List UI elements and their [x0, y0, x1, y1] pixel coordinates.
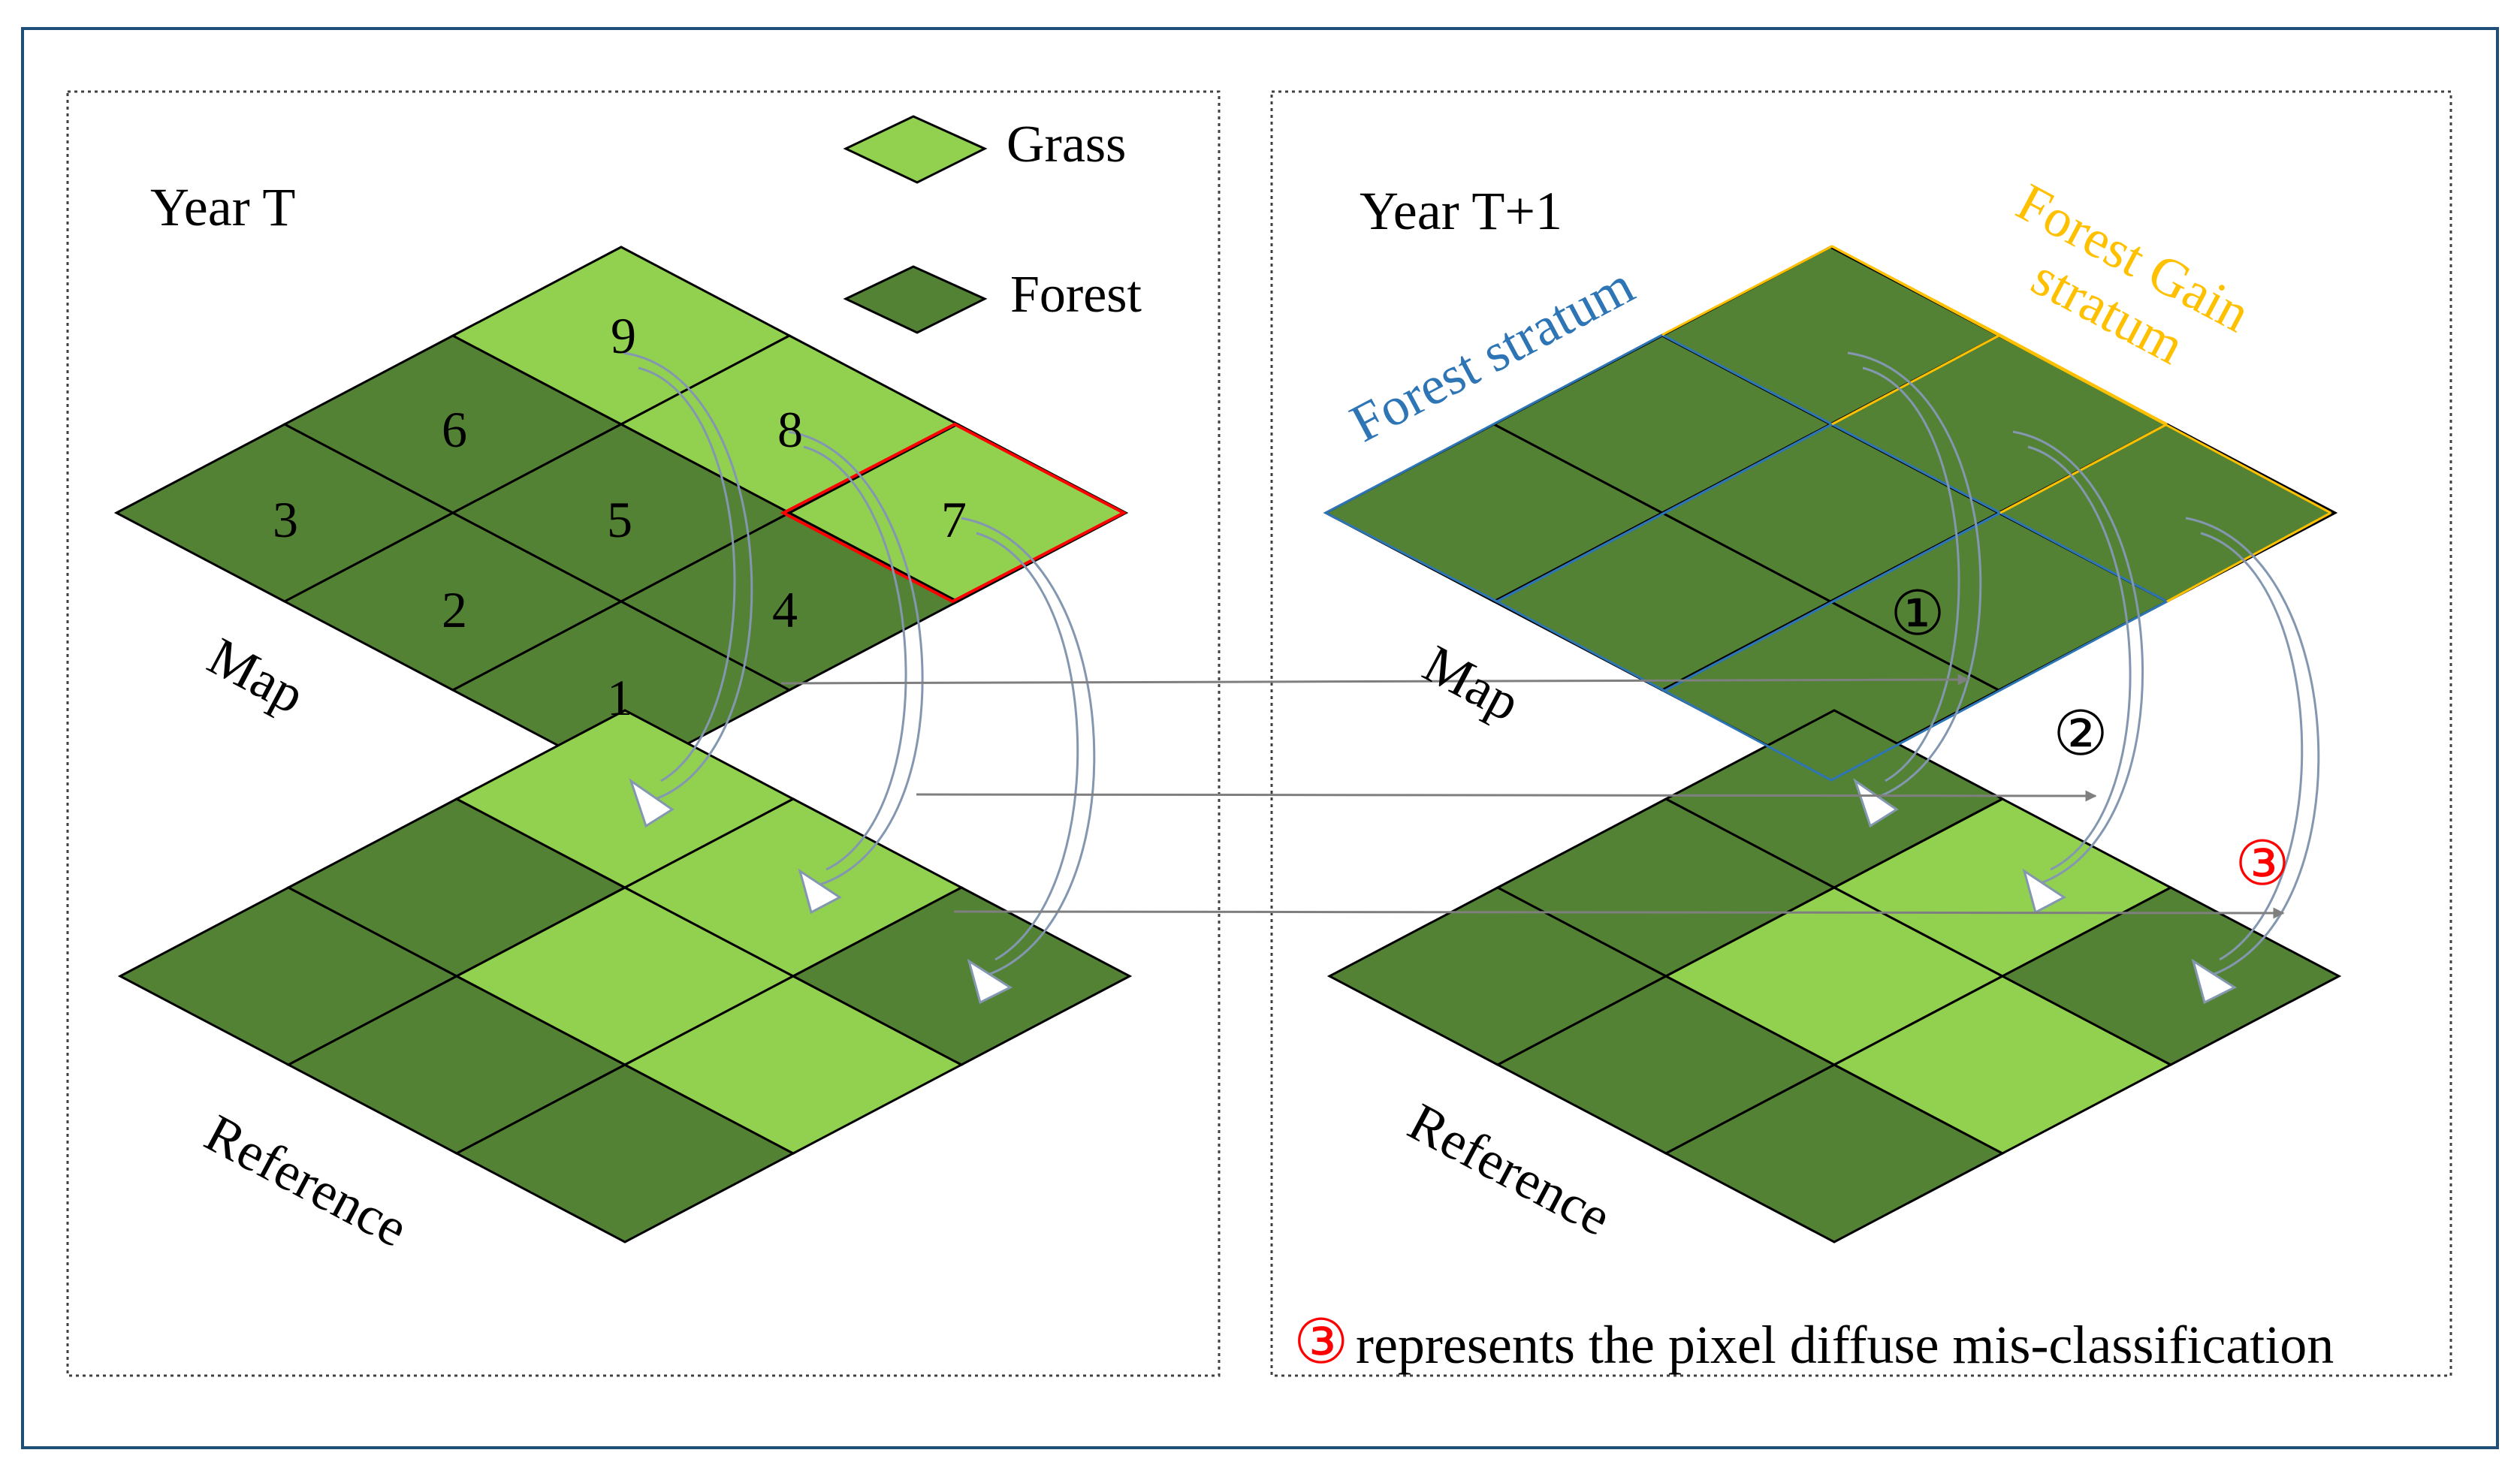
- left-map-grid: [113, 246, 1129, 780]
- pixel-number-1: 1: [607, 669, 632, 726]
- curve-arrow-9-inner: [638, 366, 736, 782]
- legend-grass-swatch: [843, 115, 988, 184]
- right-ref-cell: [1999, 886, 2342, 1066]
- right-reference-label: Reference: [1399, 1091, 1620, 1247]
- gain-stratum-lines: [1661, 245, 2331, 603]
- link-arrow-1: [780, 674, 1969, 686]
- outer-frame: [21, 27, 2499, 1449]
- pixel-numbers: 1 2 3 4 5 6 7 8 9: [273, 307, 967, 726]
- curve-arrow-7: [961, 517, 1096, 978]
- left-arrow-head-2: [798, 868, 842, 915]
- marker-2: ②: [2053, 700, 2108, 768]
- right-curve-1-inner: [1862, 366, 1960, 782]
- pixel-number-6: 6: [442, 401, 467, 458]
- legend-forest-label: Forest: [1010, 266, 1142, 324]
- right-curve-3-inner: [2200, 532, 2304, 961]
- right-arrow-heads: [1853, 778, 2238, 1005]
- left-panel-border: [66, 90, 1221, 1377]
- left-arrow-head-3: [967, 958, 1013, 1005]
- pixel-number-2: 2: [442, 581, 467, 638]
- left-reference-grid: [117, 709, 1133, 1243]
- link-arrow-2: [916, 790, 2097, 802]
- note-marker: ③: [1293, 1308, 1349, 1376]
- pixel-number-8: 8: [777, 401, 803, 458]
- legend-grass-label: Grass: [1006, 116, 1126, 173]
- curve-arrow-8-inner: [803, 445, 907, 871]
- curve-arrow-9: [623, 351, 753, 801]
- pixel-number-9: 9: [611, 307, 636, 364]
- right-map-label: Map: [1414, 633, 1529, 733]
- left-reference-label: Reference: [195, 1102, 417, 1258]
- left-map-label: Map: [198, 625, 314, 725]
- legend-forest-swatch: [843, 265, 988, 334]
- right-arrow-head-2: [2022, 868, 2066, 915]
- right-curve-2-inner: [2027, 445, 2132, 871]
- marker-3: ③: [2235, 830, 2290, 898]
- right-curved-arrows: [1847, 351, 2320, 978]
- curve-arrow-8: [788, 430, 924, 888]
- right-panel-border: [1270, 90, 2452, 1377]
- right-curve-3: [2185, 517, 2320, 978]
- marker-1: ①: [1890, 580, 1945, 648]
- pixel-number-3: 3: [273, 491, 298, 548]
- right-curve-2: [2012, 430, 2144, 888]
- year-t-title: Year T: [150, 177, 295, 237]
- left-arrow-heads: [629, 778, 1013, 1005]
- link-arrows: [780, 674, 2285, 919]
- right-arrow-head-3: [2191, 958, 2238, 1005]
- year-t1-title: Year T+1: [1360, 181, 1562, 241]
- right-reference-grid: [1326, 709, 2342, 1243]
- pixel-number-5: 5: [607, 491, 632, 548]
- pixel-7-highlight: [780, 422, 1127, 604]
- left-arrow-head-1: [629, 778, 675, 828]
- pixel-number-4: 4: [772, 581, 798, 638]
- right-curve-1: [1847, 351, 1982, 801]
- left-curved-arrows: [623, 351, 1096, 978]
- link-arrow-3: [953, 907, 2285, 919]
- curve-arrow-7-inner: [976, 532, 1079, 961]
- pixel-number-7: 7: [941, 491, 967, 548]
- note-text: represents the pixel diffuse mis-classif…: [1356, 1315, 2334, 1375]
